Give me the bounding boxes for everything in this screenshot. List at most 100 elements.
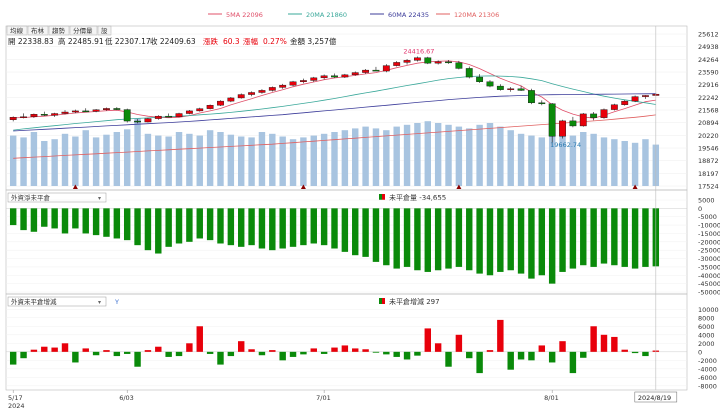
event-marker — [72, 184, 78, 189]
indicator-tabs: 均線 布林 趨勢 分價量設 — [6, 25, 112, 36]
change-bar — [186, 343, 193, 352]
position-tick-label: -15000 — [698, 230, 720, 238]
position-bar — [548, 208, 556, 284]
volume-bar — [310, 135, 317, 186]
change-bar — [82, 348, 89, 352]
high-value: 高 22485.91 — [58, 36, 104, 46]
panel2-select[interactable] — [7, 192, 107, 203]
year-label: 2024 — [8, 402, 25, 410]
tab-label: 趨勢 — [52, 26, 66, 35]
change-bar — [362, 349, 369, 352]
candle-body — [341, 74, 349, 78]
position-bar — [403, 208, 411, 267]
change-bar — [165, 351, 172, 357]
candle-body — [196, 108, 204, 112]
volume-bar — [72, 136, 79, 186]
position-tick-label: -20000 — [698, 238, 720, 246]
candle-body — [569, 120, 577, 127]
candle-body — [507, 88, 515, 90]
volume-bar — [186, 133, 193, 186]
x-tick-label: 7/01 — [316, 394, 331, 402]
ma120-line — [13, 114, 656, 159]
change-bar — [92, 351, 100, 356]
panel3-legend-label: 未平倉增減 297 — [389, 297, 440, 306]
panel3-select[interactable] — [7, 296, 107, 307]
panel2-legend-label: 未平倉量 -34,655 — [389, 193, 446, 202]
candle-body — [279, 84, 287, 88]
volume-bar — [144, 133, 152, 186]
candle-body — [414, 57, 421, 61]
volume-bar — [9, 135, 17, 186]
x-tick-label: 5/17 — [8, 394, 23, 402]
volume-bar — [61, 133, 69, 186]
position-bar — [486, 208, 494, 276]
volume-bar — [196, 135, 203, 186]
change-bar — [258, 351, 266, 356]
change-bar — [611, 336, 618, 352]
position-bar — [279, 208, 286, 249]
change-bar — [238, 341, 245, 352]
current-date-box — [634, 391, 678, 403]
position-bar — [289, 208, 297, 247]
change-bar — [155, 346, 162, 352]
ma-legend-label: 60MA 22435 — [388, 11, 429, 19]
close-value: 收 22409.63 — [150, 36, 196, 46]
event-marker — [456, 184, 462, 189]
price-tick-label: 22916 — [698, 81, 719, 89]
change-bar — [134, 351, 141, 367]
panel3-bars — [9, 319, 660, 374]
change-tick-label: 8000 — [698, 314, 715, 322]
position-bar — [538, 208, 546, 276]
change-bar — [424, 328, 431, 352]
candle-body — [600, 109, 608, 118]
change-bar — [206, 351, 214, 354]
candle-body — [123, 109, 131, 122]
panel2-legend-swatch-red — [382, 194, 385, 200]
change-tick-label: 6000 — [698, 323, 715, 331]
volume-bar — [51, 139, 58, 186]
volume-bar — [486, 123, 494, 186]
position-bar — [517, 208, 525, 274]
tab-label: 分價量 — [73, 26, 93, 35]
candle-body — [496, 85, 504, 90]
candle-body — [382, 65, 390, 72]
volume-bar — [393, 126, 400, 186]
change-bar — [559, 341, 566, 352]
position-bar — [113, 208, 121, 239]
change-bar — [455, 334, 463, 352]
ma-legend: 5MA 22096 20MA 21860 60MA 22435 120MA 21306 — [208, 11, 499, 19]
candle-body — [248, 92, 255, 95]
panel3-extra: Y — [114, 298, 119, 306]
position-bar — [92, 208, 100, 236]
candle-body — [590, 113, 598, 118]
position-bar — [445, 208, 452, 269]
change-bar — [300, 351, 307, 355]
panel3-select-label: 外資未平倉增減 — [11, 297, 57, 306]
event-marker — [632, 184, 638, 189]
change-bar — [548, 351, 556, 363]
volume-bar — [600, 137, 608, 186]
candle-body — [331, 75, 338, 78]
candle-body — [528, 90, 535, 104]
change-panel-frame — [5, 293, 688, 391]
change-bar — [517, 351, 525, 360]
volume-bar — [517, 133, 525, 186]
position-bar — [61, 208, 69, 234]
position-bar — [196, 208, 203, 239]
change-bar — [507, 351, 514, 370]
change-value: 60.3 — [223, 37, 240, 46]
change-bar — [393, 351, 400, 357]
panel3-axis: 1000080006000400020000-2000-4000-6000-80… — [698, 306, 719, 391]
position-bar — [631, 208, 639, 269]
position-bar — [528, 208, 535, 279]
change-bar — [372, 351, 380, 353]
volume-bar — [403, 124, 411, 186]
change-bar — [20, 351, 27, 359]
position-bar — [72, 208, 79, 229]
volume-bar — [548, 130, 556, 186]
position-tick-label: -5000 — [698, 213, 717, 221]
tab-label: 布林 — [31, 26, 45, 35]
candle-body — [92, 109, 100, 112]
position-bar — [123, 208, 131, 241]
ma20-line — [13, 75, 656, 131]
